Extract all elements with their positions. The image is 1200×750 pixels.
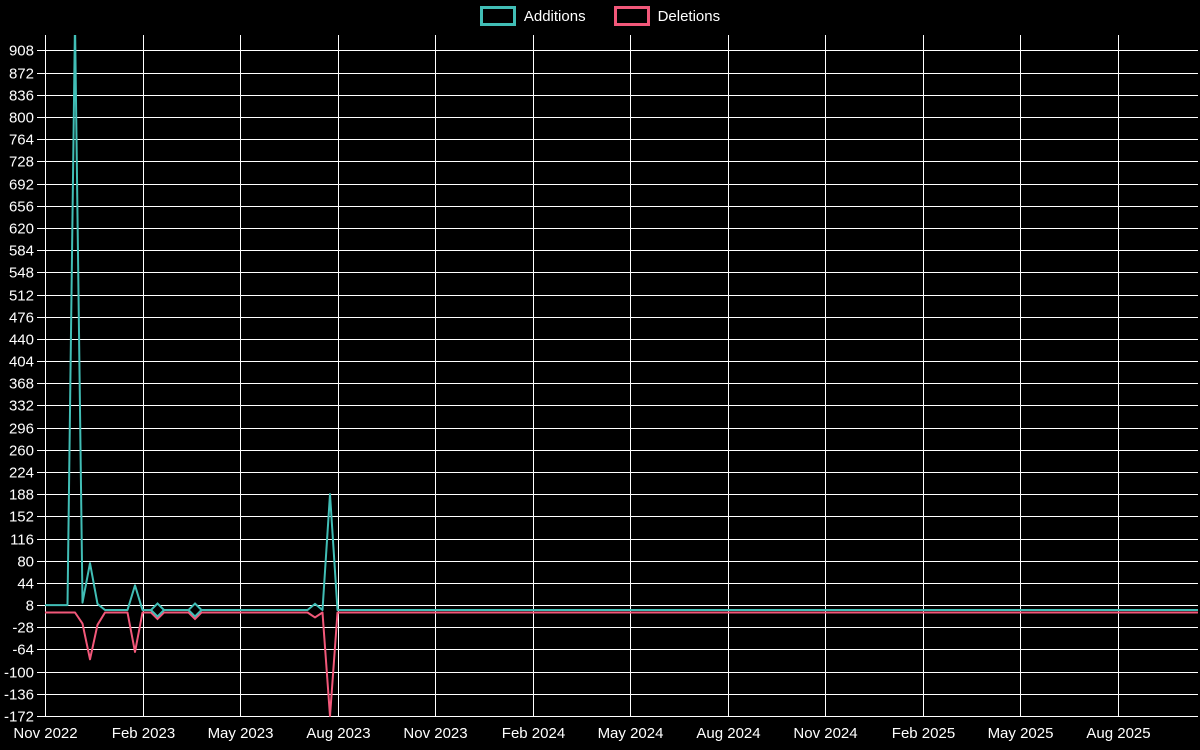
y-axis-tick-label: 872 xyxy=(9,66,34,83)
y-axis-tick-label: -28 xyxy=(12,620,34,637)
y-axis-tick-label: 116 xyxy=(10,532,34,549)
y-axis-tick-label: 404 xyxy=(9,354,34,371)
y-axis-tick-label: 296 xyxy=(9,421,34,438)
y-axis-tick-label: 44 xyxy=(17,576,34,593)
x-axis-tick-label: Nov 2022 xyxy=(13,725,77,742)
x-axis-tick-label: Feb 2025 xyxy=(892,725,955,742)
chart-legend: Additions Deletions xyxy=(0,6,1200,26)
x-axis-tick-label: May 2025 xyxy=(988,725,1054,742)
deletions-legend-label: Deletions xyxy=(657,7,721,25)
y-axis-tick-label: 620 xyxy=(9,221,34,238)
y-axis-tick-label: 512 xyxy=(9,288,34,305)
gridlines xyxy=(45,35,1198,717)
x-axis-tick-label: Nov 2024 xyxy=(793,725,857,742)
additions-marker-diamond xyxy=(149,602,166,618)
y-axis-tick-label: 764 xyxy=(9,132,34,149)
y-axis-tick-label: 476 xyxy=(9,310,34,327)
deletions-line xyxy=(45,611,1198,718)
axis-ticks xyxy=(37,50,45,717)
x-axis-tick-label: Feb 2023 xyxy=(112,725,175,742)
y-axis-tick-label: 260 xyxy=(9,443,34,460)
additions-legend-label: Additions xyxy=(523,7,586,25)
additions-line xyxy=(45,35,1198,611)
additions-marker-diamond xyxy=(187,602,203,618)
y-axis-tick-label: 224 xyxy=(9,465,34,482)
additions-swatch-icon xyxy=(479,6,516,26)
y-axis-tick-label: 548 xyxy=(9,265,34,282)
y-axis-tick-label: -100 xyxy=(4,665,34,682)
y-axis-tick-label: 836 xyxy=(9,88,34,105)
y-axis-tick-label: -172 xyxy=(4,709,34,726)
axis-labels: 908 872 836 800 764 728 692 656 620 584 548 512 476 4… xyxy=(4,43,1151,743)
x-axis-tick-label: May 2024 xyxy=(598,725,664,742)
y-axis-tick-label: -136 xyxy=(4,687,34,704)
x-axis-tick-label: Aug 2025 xyxy=(1086,725,1150,742)
legend-item-additions[interactable]: Additions xyxy=(479,6,586,26)
y-axis-tick-label: 656 xyxy=(9,199,34,216)
y-axis-tick-label: 908 xyxy=(9,43,34,60)
x-axis-tick-label: Nov 2023 xyxy=(403,725,467,742)
y-axis-tick-label: 800 xyxy=(9,110,34,127)
x-axis-tick-label: Aug 2023 xyxy=(306,725,370,742)
plot-area xyxy=(45,35,1198,718)
x-axis-tick-label: May 2023 xyxy=(208,725,274,742)
y-axis-tick-label: 152 xyxy=(9,509,34,526)
y-axis-tick-label: 584 xyxy=(9,243,34,260)
y-axis-tick-label: 692 xyxy=(9,177,34,194)
y-axis-tick-label: 440 xyxy=(9,332,34,349)
y-axis-tick-label: 80 xyxy=(17,554,34,571)
deletions-swatch-icon xyxy=(613,6,650,26)
y-axis-tick-label: 728 xyxy=(9,154,34,171)
y-axis-tick-label: 368 xyxy=(9,376,34,393)
x-axis-tick-label: Aug 2024 xyxy=(696,725,760,742)
legend-item-deletions[interactable]: Deletions xyxy=(613,6,721,26)
y-axis-tick-label: 332 xyxy=(9,398,34,415)
y-axis-tick-label: 8 xyxy=(26,598,34,615)
y-axis-tick-label: 188 xyxy=(9,487,34,504)
x-axis-tick-label: Feb 2024 xyxy=(502,725,565,742)
y-axis-tick-label: -64 xyxy=(12,642,34,659)
